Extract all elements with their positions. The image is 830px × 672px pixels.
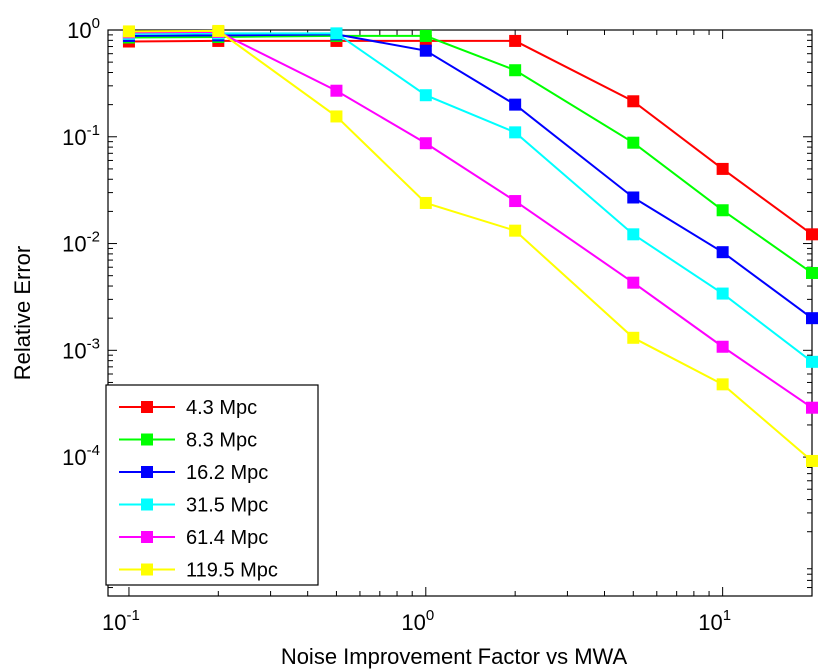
legend-marker [141,498,153,511]
legend-label: 8.3 Mpc [186,430,257,452]
legend-marker [141,433,153,446]
data-point-marker [419,89,432,102]
x-axis-label: Noise Improvement Factor vs MWA [281,644,628,669]
legend-label: 16.2 Mpc [186,462,268,484]
data-point-marker [806,228,818,241]
data-point-marker [509,195,522,208]
data-point-marker [509,98,522,111]
tick-label-base: 10 [62,445,86,470]
tick-label-base: 10 [62,232,86,257]
tick-label-exponent: -2 [87,229,100,246]
data-point-marker [509,126,522,139]
data-point-marker [627,228,640,241]
legend-marker [141,466,153,478]
data-point-marker [627,191,640,204]
legend-item: 4.3 Mpc [119,397,257,419]
x-tick-label: 101 [698,607,731,635]
legend-label: 61.4 Mpc [186,527,268,549]
data-point-marker [806,312,818,325]
legend-marker [141,563,153,576]
data-point-marker [806,454,818,467]
legend-label: 31.5 Mpc [186,495,268,517]
y-tick-label: 10-4 [62,442,100,470]
y-tick-label: 10-3 [62,335,100,363]
data-point-marker [122,25,135,38]
data-point-marker [716,246,729,259]
series-line [128,33,813,319]
series-line [128,29,813,462]
tick-label-exponent: -4 [87,442,100,459]
tick-label-exponent: -3 [87,335,100,352]
tick-label-exponent: 0 [426,607,434,624]
series-line [128,32,813,363]
tick-label-base: 10 [62,125,86,150]
data-point-marker [330,27,343,40]
tick-label-base: 10 [67,18,91,43]
data-point-marker [716,378,729,391]
tick-label-exponent: 1 [723,607,731,624]
series-119-5-mpc [122,24,818,467]
data-point-marker [806,266,818,279]
series-line [128,39,813,236]
series-line [128,30,813,409]
tick-label-exponent: -1 [87,122,100,139]
tick-label-exponent: 0 [92,15,100,32]
legend-item: 8.3 Mpc [119,430,257,452]
legend-item: 31.5 Mpc [119,495,268,517]
data-point-marker [419,44,432,57]
data-point-marker [627,95,640,108]
tick-label-base: 10 [62,338,86,363]
legend-item: 16.2 Mpc [119,462,268,484]
tick-label-exponent: -1 [127,607,140,624]
data-point-marker [212,24,225,37]
data-point-marker [806,401,818,414]
data-point-marker [419,137,432,150]
series-61-4-mpc [122,25,818,414]
data-point-marker [509,224,522,237]
data-point-marker [419,29,432,42]
data-point-marker [716,162,729,175]
legend-item: 61.4 Mpc [119,527,268,549]
series-4-3-mpc [122,34,818,241]
legend-label: 119.5 Mpc [186,560,278,582]
tick-label-base: 10 [401,610,425,635]
legend-box [105,384,319,586]
legend-item: 119.5 Mpc [119,560,278,582]
y-axis-label: Relative Error [10,246,35,380]
data-point-marker [509,64,522,77]
legend: 4.3 Mpc 8.3 Mpc 16.2 Mpc 31.5 Mpc 61.4 Mpc 11… [105,384,319,586]
data-point-marker [627,331,640,344]
data-point-marker [627,276,640,289]
data-point-marker [716,287,729,300]
legend-marker [141,531,153,543]
data-point-marker [627,136,640,149]
x-tick-label: 10-1 [102,607,140,635]
data-point-marker [419,196,432,209]
data-point-marker [716,340,729,353]
data-point-marker [806,355,818,368]
legend-label: 4.3 Mpc [186,397,257,419]
data-point-marker [330,110,343,123]
data-point-marker [509,34,522,47]
y-tick-label: 100 [67,15,100,43]
data-point-marker [716,204,729,217]
legend-marker [141,401,153,413]
x-tick-label: 100 [401,607,434,635]
tick-label-base: 10 [102,610,126,635]
tick-label-base: 10 [698,610,722,635]
data-point-marker [330,84,343,97]
series-16-2-mpc [122,28,818,325]
y-tick-label: 10-1 [62,122,100,150]
series-line [128,34,813,274]
series-group [122,24,818,467]
y-tick-label: 10-2 [62,229,100,257]
series-8-3-mpc [122,29,818,279]
